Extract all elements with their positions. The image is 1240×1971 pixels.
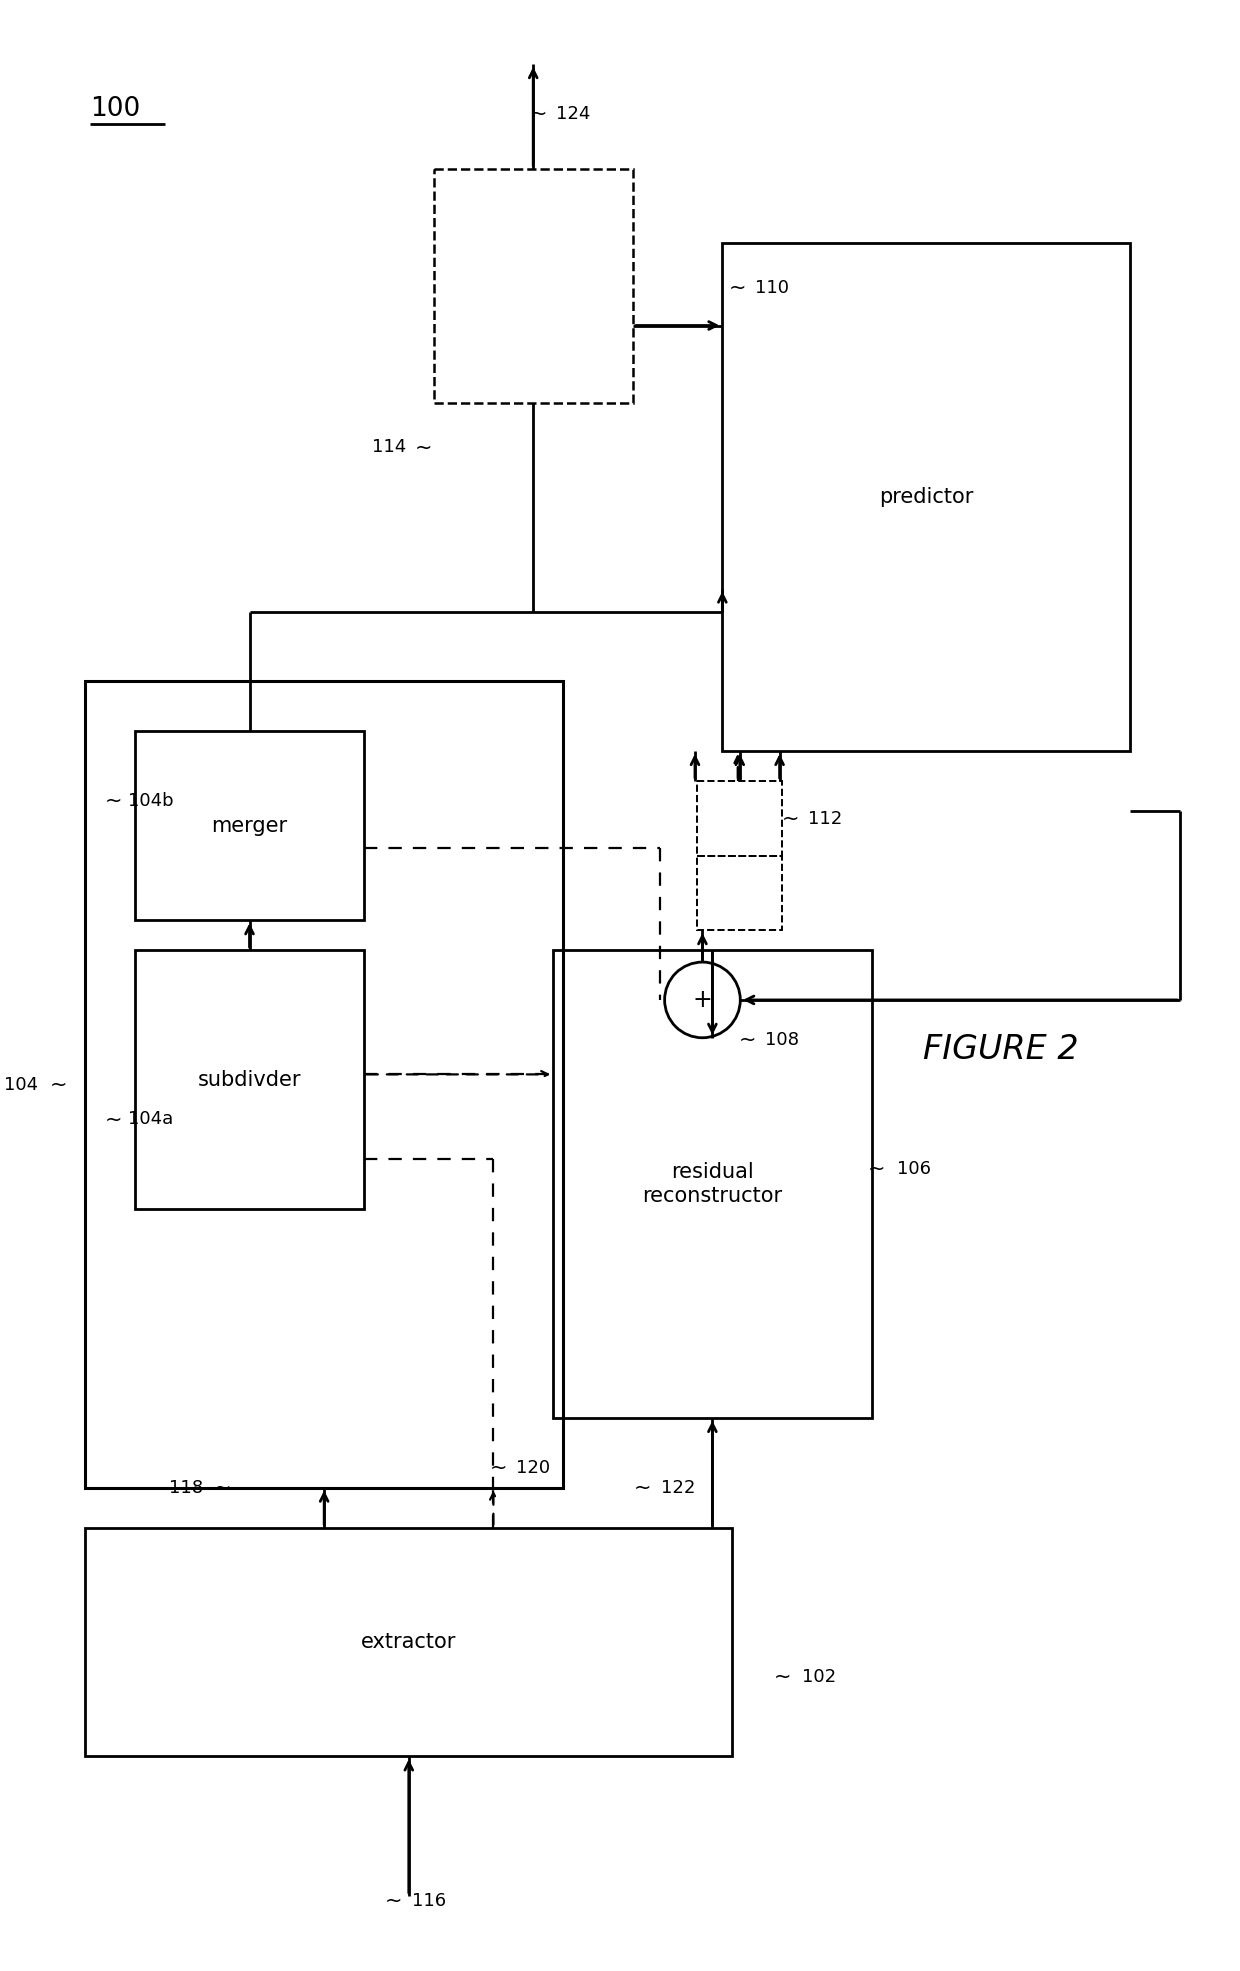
- Bar: [86, 1528, 733, 1756]
- Text: ~: ~: [774, 1667, 791, 1687]
- Text: ~: ~: [739, 1029, 756, 1051]
- Text: ~: ~: [529, 104, 547, 124]
- Bar: [723, 242, 1131, 751]
- Text: 102: 102: [802, 1667, 836, 1685]
- Text: 104a: 104a: [128, 1110, 174, 1127]
- Bar: [553, 950, 872, 1417]
- Text: 118: 118: [169, 1478, 202, 1496]
- Text: 114: 114: [372, 438, 405, 457]
- Text: 124: 124: [556, 104, 590, 122]
- Text: 108: 108: [765, 1031, 799, 1049]
- Text: merger: merger: [212, 816, 288, 836]
- Text: ~: ~: [490, 1459, 507, 1478]
- Text: ~: ~: [213, 1478, 232, 1498]
- Bar: [86, 682, 563, 1488]
- Text: ~: ~: [50, 1074, 67, 1094]
- Text: 122: 122: [661, 1478, 694, 1496]
- Text: FIGURE 2: FIGURE 2: [924, 1033, 1079, 1066]
- Text: 110: 110: [755, 280, 789, 298]
- Text: 120: 120: [516, 1459, 551, 1476]
- Text: ~: ~: [104, 790, 122, 810]
- Text: predictor: predictor: [879, 487, 973, 507]
- Text: 106: 106: [897, 1161, 930, 1179]
- Text: 104b: 104b: [128, 792, 174, 810]
- Text: ~: ~: [634, 1478, 651, 1498]
- Text: 104: 104: [5, 1076, 38, 1094]
- Bar: [434, 170, 632, 402]
- Text: extractor: extractor: [361, 1632, 456, 1652]
- Text: 100: 100: [91, 97, 140, 122]
- Text: subdivder: subdivder: [197, 1070, 301, 1090]
- Text: 116: 116: [412, 1892, 446, 1910]
- Bar: [697, 781, 782, 855]
- Text: +: +: [693, 987, 712, 1011]
- Bar: [135, 731, 365, 920]
- Text: 112: 112: [808, 810, 842, 828]
- Bar: [135, 950, 365, 1208]
- Text: ~: ~: [868, 1159, 885, 1179]
- Text: ~: ~: [386, 1890, 403, 1910]
- Text: residual
reconstructor: residual reconstructor: [642, 1163, 782, 1206]
- Bar: [697, 855, 782, 930]
- Text: ~: ~: [104, 1110, 122, 1129]
- Text: ~: ~: [781, 808, 799, 828]
- Text: ~: ~: [729, 278, 746, 298]
- Text: ~: ~: [415, 438, 433, 457]
